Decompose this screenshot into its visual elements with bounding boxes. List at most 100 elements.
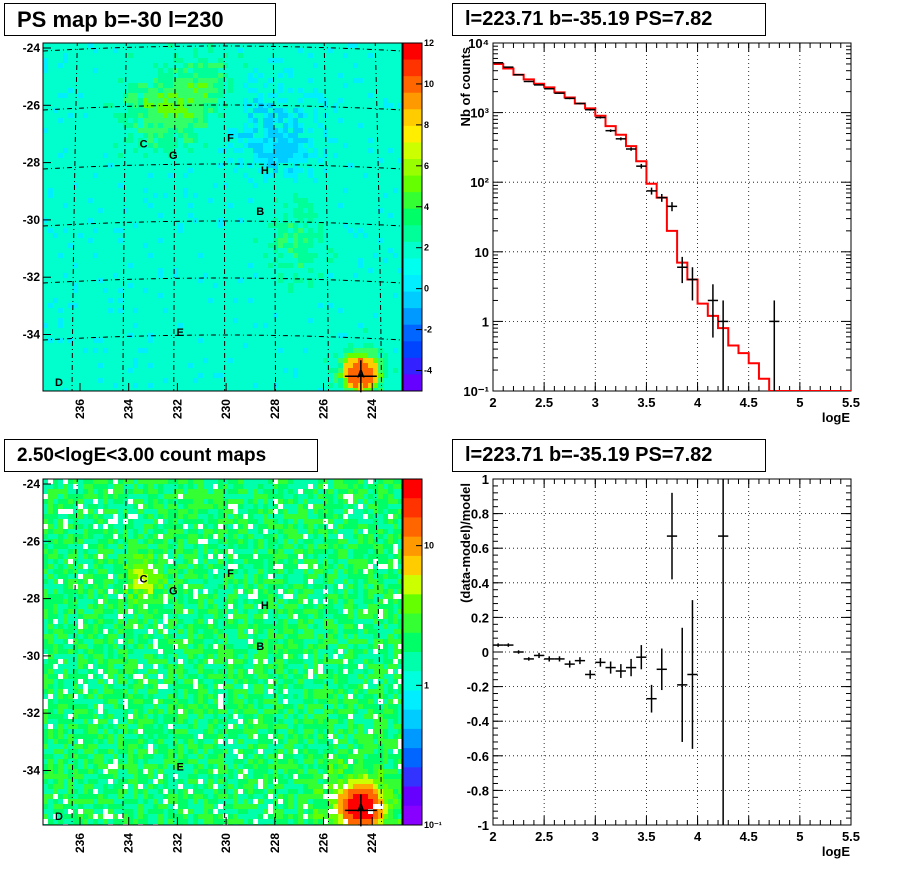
map-cell [273,78,278,83]
map-cell [148,318,153,323]
map-cell [368,43,373,48]
map-cell [118,138,123,143]
map-cell [388,143,393,148]
map-cell [363,53,368,58]
map-cell [213,213,218,218]
map-cell [263,378,268,383]
map-cell [83,263,88,268]
map-cell [308,283,313,288]
map-cell [143,188,148,193]
map-cell [218,248,223,253]
map-cell [78,98,83,103]
map-cell [378,363,383,368]
map-cell [118,148,123,153]
map-cell [308,133,313,138]
map-cell [263,263,268,268]
map-cell [133,68,138,73]
map-cell [348,198,353,203]
map-cell [213,173,218,178]
map-cell [228,108,233,113]
map-cell [108,198,113,203]
map-cell [373,98,378,103]
map-cell [73,338,78,343]
map-cell [358,113,363,118]
map-cell [238,313,243,318]
map-cell [333,173,338,178]
map-cell [233,48,238,53]
map-cell [393,338,398,343]
map-cell [78,163,83,168]
map-cell [213,353,218,358]
map-cell [118,273,123,278]
map-cell [78,228,83,233]
map-cell [348,158,353,163]
map-cell [273,358,278,363]
map-cell [123,118,128,123]
map-cell [143,253,148,258]
map-cell [53,298,58,303]
map-cell [313,258,318,263]
map-cell [338,218,343,223]
map-cell [188,128,193,133]
map-cell [213,73,218,78]
map-cell [268,178,273,183]
map-cell [223,273,228,278]
map-cell [208,178,213,183]
map-cell [68,228,73,233]
map-cell [198,223,203,228]
map-cell [63,363,68,368]
map-cell [183,183,188,188]
map-cell [303,58,308,63]
map-cell [103,108,108,113]
map-cell [188,373,193,378]
map-cell [178,388,183,391]
map-cell [248,383,253,388]
map-cell [358,168,363,173]
map-cell [98,343,103,348]
map-cell [128,308,133,313]
map-cell [43,328,48,333]
map-cell [228,43,233,48]
map-cell [183,113,188,118]
map-cell [158,48,163,53]
map-cell [358,138,363,143]
map-cell [158,178,163,183]
map-cell [368,113,373,118]
map-cell [98,203,103,208]
map-cell [143,193,148,198]
map-cell [213,188,218,193]
map-cell [368,328,373,333]
map-cell [78,303,83,308]
map-cell [73,363,78,368]
map-cell [338,263,343,268]
map-cell [278,273,283,278]
map-cell [273,228,278,233]
map-cell [223,353,228,358]
map-cell [323,358,328,363]
map-cell [273,263,278,268]
map-cell [108,273,113,278]
map-cell [253,78,258,83]
map-cell [283,73,288,78]
map-cell [213,273,218,278]
map-cell [368,343,373,348]
map-cell [393,308,398,313]
map-cell [253,348,258,353]
map-cell [68,343,73,348]
map-cell [298,248,303,253]
map-cell [148,158,153,163]
map-cell [128,328,133,333]
map-cell [173,108,178,113]
map-cell [368,283,373,288]
map-cell [333,93,338,98]
map-cell [343,128,348,133]
map-cell [248,278,253,283]
map-cell [98,233,103,238]
map-cell [328,218,333,223]
map-cell [363,213,368,218]
map-cell [183,273,188,278]
map-cell [388,273,393,278]
map-cell [133,183,138,188]
map-cell [183,173,188,178]
map-cell [263,278,268,283]
